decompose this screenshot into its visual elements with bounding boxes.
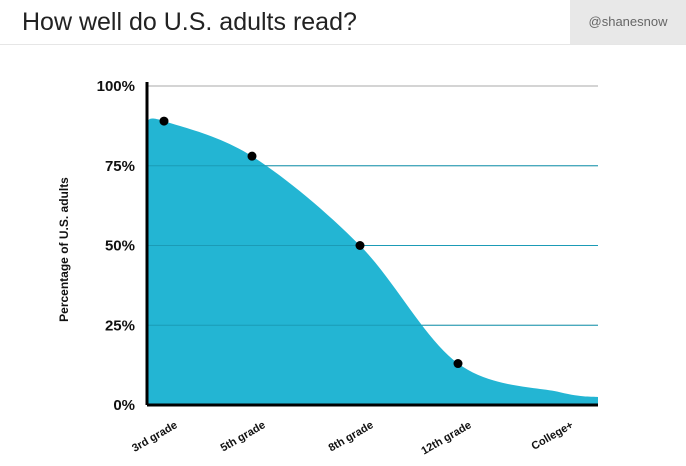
y-tick-labels: 0% 25% 50% 75% 100% <box>97 78 135 414</box>
y-tick-label: 50% <box>105 238 135 255</box>
data-point <box>247 151 257 161</box>
y-tick-label: 75% <box>105 158 135 175</box>
y-tick-label: 100% <box>97 78 135 95</box>
x-tick-label: 8th grade <box>327 419 376 454</box>
y-axis-label: Percentage of U.S. adults <box>57 177 71 322</box>
area-fill <box>147 118 598 406</box>
x-tick-label: 12th grade <box>419 419 473 457</box>
x-tick-label: 5th grade <box>219 419 268 454</box>
data-point <box>453 359 463 369</box>
x-tick-label: College+ <box>530 419 576 452</box>
data-point <box>159 116 169 126</box>
y-tick-label: 25% <box>105 317 135 334</box>
header-bar: How well do U.S. adults read? @shanesnow <box>0 0 686 45</box>
reading-level-chart: 0% 25% 50% 75% 100% 3rd grade 5th grade 8th gr… <box>57 78 598 457</box>
author-handle: @shanesnow <box>570 0 686 44</box>
data-point <box>355 241 365 250</box>
data-markers <box>159 116 463 369</box>
x-tick-label: 3rd grade <box>130 419 179 454</box>
y-tick-label: 0% <box>113 397 135 414</box>
x-tick-labels: 3rd grade 5th grade 8th grade 12th grade Col… <box>130 419 575 457</box>
page-title: How well do U.S. adults read? <box>22 8 357 36</box>
